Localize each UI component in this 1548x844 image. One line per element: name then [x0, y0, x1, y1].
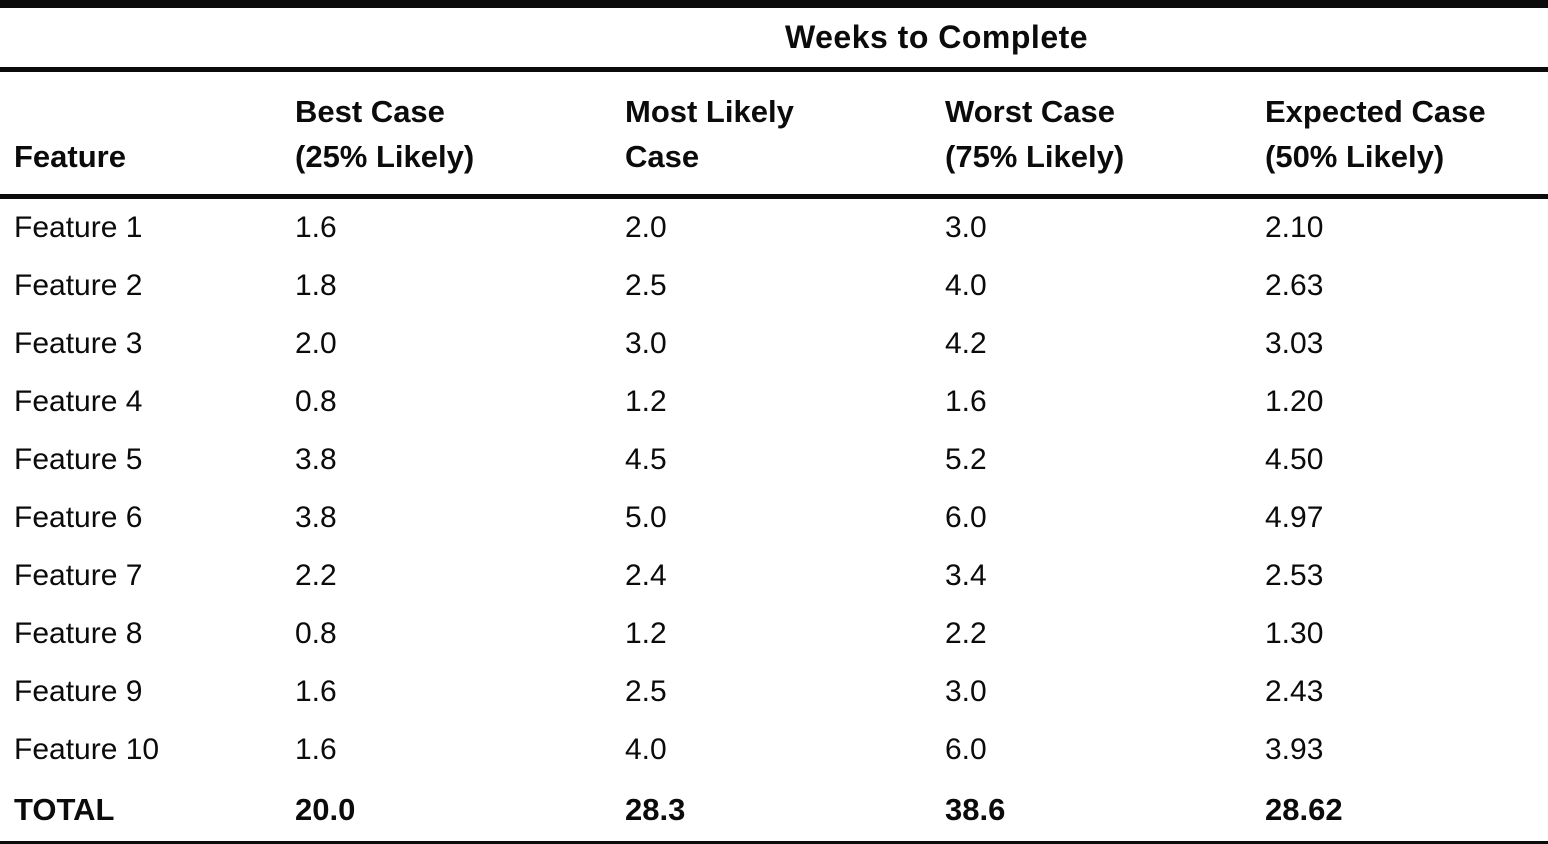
- most-likely-case-cell: 2.4: [625, 559, 667, 592]
- most-likely-case-cell: 1.2: [625, 617, 667, 650]
- feature-name-cell: Feature 9: [14, 675, 143, 708]
- most-likely-case-cell: 5.0: [625, 501, 667, 534]
- feature-name-cell: Feature 2: [14, 269, 143, 302]
- column-header-expected-case: Expected Case (50% Likely): [1265, 69, 1548, 199]
- expected-case-cell: 2.53: [1265, 559, 1324, 592]
- most-likely-case-cell: 4.5: [625, 443, 667, 476]
- most-likely-case-cell: 1.2: [625, 385, 667, 418]
- best-case-cell: 1.6: [295, 675, 337, 708]
- total-row: TOTAL 20.0 28.3 38.6 28.62: [0, 779, 1548, 844]
- header-row: Feature Best Case (25% Likely) Most Like…: [0, 69, 1548, 199]
- table-row: Feature 5 3.8 4.5 5.2 4.50: [0, 431, 1548, 489]
- best-case-cell: 1.8: [295, 269, 337, 302]
- column-header-best-case: Best Case (25% Likely): [295, 69, 625, 199]
- feature-name-cell: Feature 7: [14, 559, 143, 592]
- table-title: Weeks to Complete: [295, 4, 1548, 72]
- best-case-cell: 1.6: [295, 211, 337, 244]
- worst-case-cell: 4.2: [945, 327, 987, 360]
- worst-case-cell: 5.2: [945, 443, 987, 476]
- expected-case-cell: 3.93: [1265, 733, 1324, 766]
- feature-name-cell: Feature 8: [14, 617, 143, 650]
- expected-case-cell: 1.20: [1265, 385, 1324, 418]
- most-likely-case-cell: 2.0: [625, 211, 667, 244]
- column-header-most-likely-case: Most Likely Case: [625, 69, 945, 199]
- worst-case-cell: 6.0: [945, 501, 987, 534]
- feature-name-cell: Feature 1: [14, 211, 143, 244]
- feature-name-cell: Feature 10: [14, 733, 160, 766]
- most-likely-case-cell: 3.0: [625, 327, 667, 360]
- feature-name-cell: Feature 5: [14, 443, 143, 476]
- best-case-cell: 1.6: [295, 733, 337, 766]
- feature-name-cell: Feature 4: [14, 385, 143, 418]
- worst-case-cell: 3.0: [945, 675, 987, 708]
- expected-case-cell: 2.43: [1265, 675, 1324, 708]
- expected-case-cell: 4.97: [1265, 501, 1324, 534]
- column-header-feature: Feature: [0, 69, 295, 199]
- table-row: Feature 6 3.8 5.0 6.0 4.97: [0, 489, 1548, 547]
- table-row: Feature 4 0.8 1.2 1.6 1.20: [0, 373, 1548, 431]
- table-row: Feature 8 0.8 1.2 2.2 1.30: [0, 605, 1548, 663]
- worst-case-cell: 3.0: [945, 211, 987, 244]
- most-likely-case-cell: 2.5: [625, 269, 667, 302]
- most-likely-case-cell: 2.5: [625, 675, 667, 708]
- total-worst-case: 38.6: [945, 792, 1006, 827]
- best-case-cell: 3.8: [295, 501, 337, 534]
- best-case-cell: 2.0: [295, 327, 337, 360]
- table-row: Feature 7 2.2 2.4 3.4 2.53: [0, 547, 1548, 605]
- best-case-cell: 0.8: [295, 617, 337, 650]
- table-row: Feature 9 1.6 2.5 3.0 2.43: [0, 663, 1548, 721]
- feature-name-cell: Feature 3: [14, 327, 143, 360]
- best-case-cell: 2.2: [295, 559, 337, 592]
- feature-name-cell: Feature 6: [14, 501, 143, 534]
- worst-case-cell: 6.0: [945, 733, 987, 766]
- total-expected-case: 28.62: [1265, 792, 1343, 827]
- total-best-case: 20.0: [295, 792, 356, 827]
- table-row: Feature 1 1.6 2.0 3.0 2.10: [0, 197, 1548, 258]
- table-row: Feature 10 1.6 4.0 6.0 3.93: [0, 721, 1548, 779]
- table-body: Feature 1 1.6 2.0 3.0 2.10 Feature 2 1.8 2.5 4.0…: [0, 197, 1548, 780]
- best-case-cell: 0.8: [295, 385, 337, 418]
- expected-case-cell: 2.10: [1265, 211, 1324, 244]
- total-label: TOTAL: [14, 792, 115, 827]
- spanner-row: Weeks to Complete: [0, 4, 1548, 72]
- worst-case-cell: 3.4: [945, 559, 987, 592]
- spanner-spacer: [0, 4, 295, 72]
- expected-case-cell: 3.03: [1265, 327, 1324, 360]
- total-most-likely-case: 28.3: [625, 792, 686, 827]
- worst-case-cell: 2.2: [945, 617, 987, 650]
- column-header-worst-case: Worst Case (75% Likely): [945, 69, 1265, 199]
- table-row: Feature 2 1.8 2.5 4.0 2.63: [0, 257, 1548, 315]
- expected-case-cell: 1.30: [1265, 617, 1324, 650]
- most-likely-case-cell: 4.0: [625, 733, 667, 766]
- worst-case-cell: 1.6: [945, 385, 987, 418]
- expected-case-cell: 2.63: [1265, 269, 1324, 302]
- worst-case-cell: 4.0: [945, 269, 987, 302]
- expected-case-cell: 4.50: [1265, 443, 1324, 476]
- table-row: Feature 3 2.0 3.0 4.2 3.03: [0, 315, 1548, 373]
- best-case-cell: 3.8: [295, 443, 337, 476]
